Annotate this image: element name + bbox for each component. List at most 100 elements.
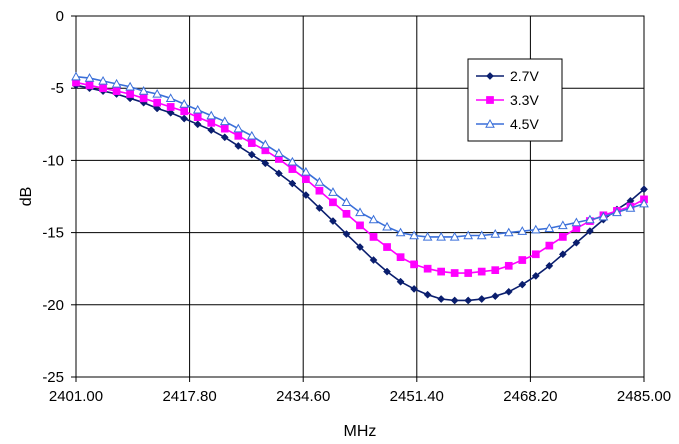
data-point [504,287,513,296]
data-point [396,277,405,286]
data-point [274,148,284,157]
data-point [193,120,202,129]
data-point [126,90,134,98]
data-point [314,177,325,186]
y-axis-title: dB [18,187,35,207]
data-point [355,207,365,217]
x-tick-label: 2401.00 [49,388,103,405]
data-point [463,230,474,240]
data-point [585,214,595,224]
x-tick-label: 2417.80 [162,388,216,405]
data-point [139,94,148,103]
legend-item: 4.5V [476,116,539,132]
data-point [571,217,582,227]
data-point [504,261,513,270]
data-point [422,231,433,241]
data-point [220,133,229,142]
data-point [396,253,405,261]
data-point [288,179,297,188]
legend-marker [486,96,494,104]
data-point [369,256,378,264]
data-point [383,267,392,276]
data-point [301,191,310,200]
data-point [572,238,581,247]
data-point [395,227,406,237]
data-point [111,78,122,88]
data-point [436,231,446,241]
data-point [315,204,324,213]
x-axis-tick-labels: 2401.00 2417.80 2434.60 2451.40 2468.20 2485.… [49,377,671,405]
data-point [233,123,244,133]
data-point [490,229,501,238]
data-point [315,186,324,195]
data-point [449,231,460,241]
data-point [166,108,175,117]
legend-marker [485,118,495,128]
data-point [220,124,229,133]
data-point [234,142,243,150]
data-point [464,296,473,305]
legend-item: 2.7V [476,68,539,84]
data-point [423,264,432,273]
data-point [450,296,459,305]
data-point [301,166,311,176]
data-point [409,230,419,240]
y-tick-label: -10 [42,152,64,169]
data-point [437,295,446,303]
data-point [368,214,379,224]
data-point [342,230,351,238]
y-tick-label: -5 [51,80,64,97]
data-point [518,256,527,264]
data-point [410,284,419,293]
x-tick-label: 2434.60 [276,388,330,405]
data-point [329,198,337,207]
data-point [207,119,216,127]
data-point [382,221,392,231]
series-3.3V [72,78,648,277]
data-point [288,165,297,173]
data-point [464,269,473,277]
x-axis-title: MHz [344,423,377,440]
data-point [530,224,541,234]
data-point [166,103,175,111]
data-point [274,169,283,178]
data-point [246,130,257,140]
data-point [383,243,391,251]
data-point [192,104,203,114]
legend-item: 3.3V [476,92,539,108]
data-point [503,227,514,237]
data-point [558,250,567,259]
y-axis-tick-labels: 0 -5 -10 -15 -20 -25 [42,8,76,386]
data-point [545,241,554,250]
y-tick-label: -20 [42,297,64,314]
data-point [302,175,310,184]
data-point [234,132,243,140]
data-point [423,290,432,299]
data-point [545,261,554,270]
series-4.5V [71,71,649,241]
y-tick-label: -15 [42,225,64,242]
data-point [612,207,622,217]
data-point [518,280,527,289]
legend-label: 2.7V [510,68,539,84]
data-point [476,230,487,240]
data-point [342,209,351,218]
data-point [625,203,636,212]
data-point [491,292,500,301]
data-point [491,266,500,274]
data-point [639,198,649,208]
legend: 2.7V 3.3V 4.5V [467,58,563,142]
y-tick-label: -25 [42,369,64,386]
data-point [112,87,121,95]
data-point [206,110,217,120]
data-point [247,150,256,159]
data-point [477,267,486,276]
data-point [99,84,107,93]
data-point [84,73,95,82]
data-point [356,243,364,251]
data-point [477,295,486,303]
data-point [153,98,161,107]
data-point [531,250,540,259]
